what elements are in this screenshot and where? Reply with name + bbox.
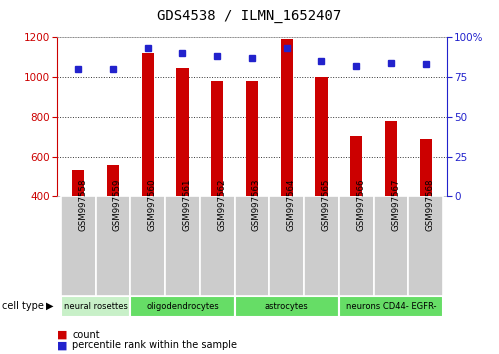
Text: GSM997568: GSM997568 [426,178,435,231]
Bar [61,296,130,317]
Bar [385,121,397,196]
Text: ■: ■ [57,340,68,350]
Text: GSM997567: GSM997567 [391,178,400,231]
Bar [235,296,339,317]
Bar [211,81,224,196]
Bar [200,196,235,296]
Text: neurons CD44- EGFR-: neurons CD44- EGFR- [346,302,436,311]
Bar [280,39,293,196]
Bar [107,165,119,196]
Bar [130,196,165,296]
Bar [246,81,258,196]
Text: GSM997563: GSM997563 [252,178,261,231]
Bar [350,136,362,196]
Text: count: count [72,330,100,339]
Bar [269,196,304,296]
Bar [235,196,269,296]
Bar [339,296,443,317]
Text: GSM997560: GSM997560 [148,178,157,231]
Text: oligodendrocytes: oligodendrocytes [146,302,219,311]
Text: neural rosettes: neural rosettes [64,302,128,311]
Bar [177,68,189,196]
Bar [96,196,130,296]
Text: GSM997558: GSM997558 [78,178,87,231]
Bar [130,296,235,317]
Text: GSM997562: GSM997562 [217,178,226,231]
Text: percentile rank within the sample: percentile rank within the sample [72,340,238,350]
Text: GDS4538 / ILMN_1652407: GDS4538 / ILMN_1652407 [157,9,342,23]
Bar [408,196,443,296]
Text: cell type: cell type [2,301,44,311]
Bar [315,77,327,196]
Text: ▶: ▶ [46,301,53,311]
Text: GSM997566: GSM997566 [356,178,365,231]
Text: GSM997564: GSM997564 [287,178,296,231]
Text: GSM997561: GSM997561 [183,178,192,231]
Bar [72,170,84,196]
Bar [142,53,154,196]
Bar [165,196,200,296]
Bar [304,196,339,296]
Text: astrocytes: astrocytes [265,302,308,311]
Text: GSM997559: GSM997559 [113,178,122,230]
Text: GSM997565: GSM997565 [321,178,330,231]
Bar [61,196,96,296]
Text: ■: ■ [57,330,68,339]
Bar [374,196,408,296]
Bar [420,139,432,196]
Bar [339,196,374,296]
